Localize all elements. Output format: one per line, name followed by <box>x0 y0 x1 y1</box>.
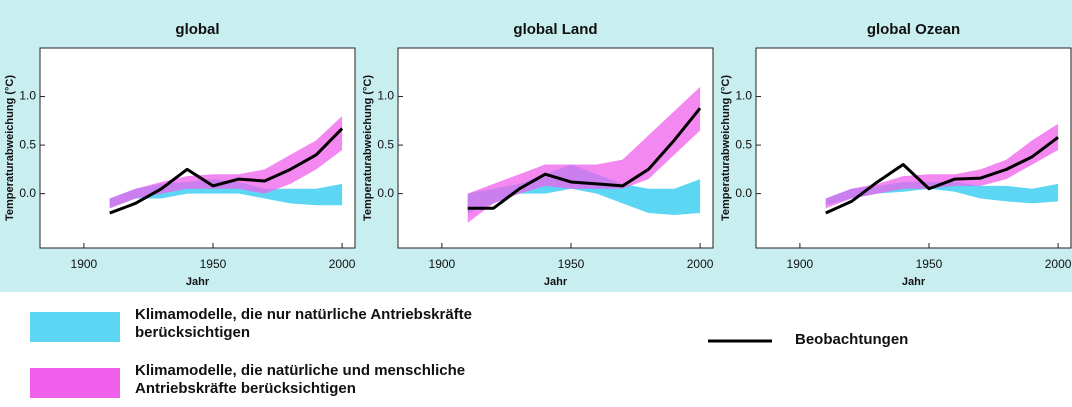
y-tick-label: 0.0 <box>19 186 36 200</box>
chart-title: global Land <box>513 21 597 38</box>
y-tick-label: 1.0 <box>377 89 394 103</box>
x-tick-label: 2000 <box>1045 257 1072 271</box>
legend-label: berücksichtigen <box>135 324 250 341</box>
x-tick-label: 1950 <box>558 257 585 271</box>
y-axis-label: Temperaturabweichung (°C) <box>362 75 374 221</box>
x-tick-label: 2000 <box>329 257 356 271</box>
x-axis-label: Jahr <box>186 276 210 288</box>
model-band <box>467 164 701 215</box>
x-tick-label: 1900 <box>71 257 98 271</box>
observation-line <box>467 107 702 210</box>
legend-label: Beobachtungen <box>795 331 908 348</box>
x-tick-label: 1900 <box>429 257 456 271</box>
x-tick-label: 1950 <box>916 257 943 271</box>
legend-swatch <box>30 312 120 342</box>
y-axis-label: Temperaturabweichung (°C) <box>4 75 16 221</box>
chart-title: global Ozean <box>867 21 960 38</box>
observation-line <box>825 136 1059 215</box>
x-tick-label: 2000 <box>687 257 714 271</box>
x-tick-label: 1900 <box>787 257 814 271</box>
x-axis-label: Jahr <box>544 276 568 288</box>
model-band <box>825 123 1059 209</box>
legend-swatch <box>30 368 120 398</box>
legend-label: Klimamodelle, die natürliche und menschl… <box>135 362 465 379</box>
model-band <box>467 86 701 223</box>
y-tick-label: 0.5 <box>735 137 752 151</box>
observation-line <box>109 127 344 215</box>
x-axis-label: Jahr <box>902 276 926 288</box>
y-tick-label: 0.0 <box>735 186 752 200</box>
x-tick-label: 1950 <box>200 257 227 271</box>
legend-label: Antriebskräfte berücksichtigen <box>135 380 356 397</box>
y-tick-label: 1.0 <box>19 89 36 103</box>
y-axis-label: Temperaturabweichung (°C) <box>720 75 732 221</box>
y-tick-label: 0.5 <box>19 137 36 151</box>
y-tick-label: 0.5 <box>377 137 394 151</box>
legend-label: Klimamodelle, die nur natürliche Antrieb… <box>135 306 472 323</box>
y-tick-label: 1.0 <box>735 89 752 103</box>
plot-area <box>755 47 1072 249</box>
y-tick-label: 0.0 <box>377 186 394 200</box>
chart-title: global <box>175 21 219 38</box>
